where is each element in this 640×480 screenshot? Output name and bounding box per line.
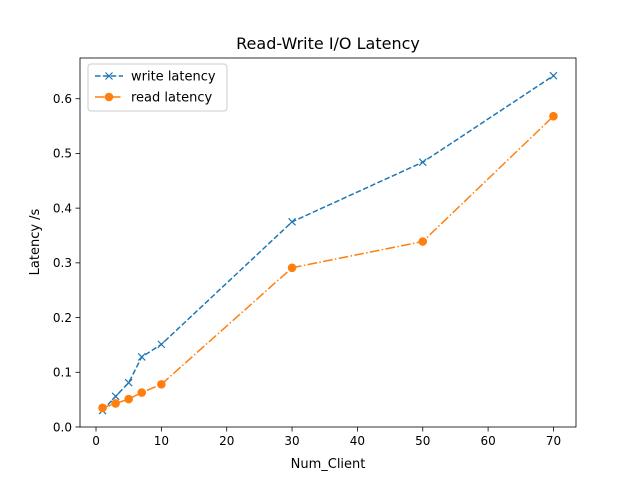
- y-axis-label: Latency /s: [28, 208, 43, 275]
- legend-entry: read latency: [95, 91, 212, 106]
- x-tick-label: 20: [219, 434, 234, 448]
- data-point: [137, 353, 146, 361]
- x-tick-label: 30: [284, 434, 299, 448]
- plot-frame: [79, 57, 577, 428]
- y-tick-label: 0.4: [53, 201, 72, 215]
- chart-title: Read-Write I/O Latency: [236, 34, 420, 53]
- data-point: [288, 217, 296, 226]
- x-tick-label: 60: [480, 434, 495, 448]
- data-point: [549, 111, 558, 121]
- x-tick-label: 50: [415, 434, 430, 448]
- data-point: [418, 237, 428, 246]
- series-1: [98, 111, 558, 413]
- data-point: [137, 388, 147, 397]
- x-axis-label: Num_Client: [291, 457, 366, 472]
- data-point: [287, 263, 297, 273]
- data-point: [124, 394, 133, 404]
- x-tick-label: 40: [350, 434, 365, 448]
- legend-entry: write latency: [95, 70, 216, 85]
- data-point: [98, 403, 107, 413]
- series-line: [101, 75, 554, 412]
- x-tick-label: 0: [92, 434, 100, 448]
- legend: write latency read latency: [87, 63, 228, 112]
- y-tick-label: 0.1: [53, 366, 72, 380]
- data-point: [124, 378, 133, 387]
- x-tick-label: 70: [546, 434, 561, 448]
- legend-label: write latency: [131, 70, 216, 85]
- data-point: [418, 158, 427, 167]
- y-tick-label: 0.5: [53, 147, 72, 161]
- legend-marker: [104, 92, 114, 102]
- x-tick-label: 10: [154, 434, 169, 448]
- data-point: [549, 71, 558, 80]
- y-tick-label: 0.0: [53, 420, 72, 434]
- y-tick-label: 0.3: [53, 256, 72, 270]
- data-point: [157, 380, 166, 389]
- data-point: [111, 399, 120, 408]
- data-point: [111, 392, 120, 401]
- y-tick-label: 0.2: [53, 311, 72, 325]
- y-tick-label: 0.6: [53, 92, 72, 106]
- legend-label: read latency: [131, 91, 212, 106]
- data-point: [157, 340, 166, 349]
- legend-marker: [105, 72, 113, 80]
